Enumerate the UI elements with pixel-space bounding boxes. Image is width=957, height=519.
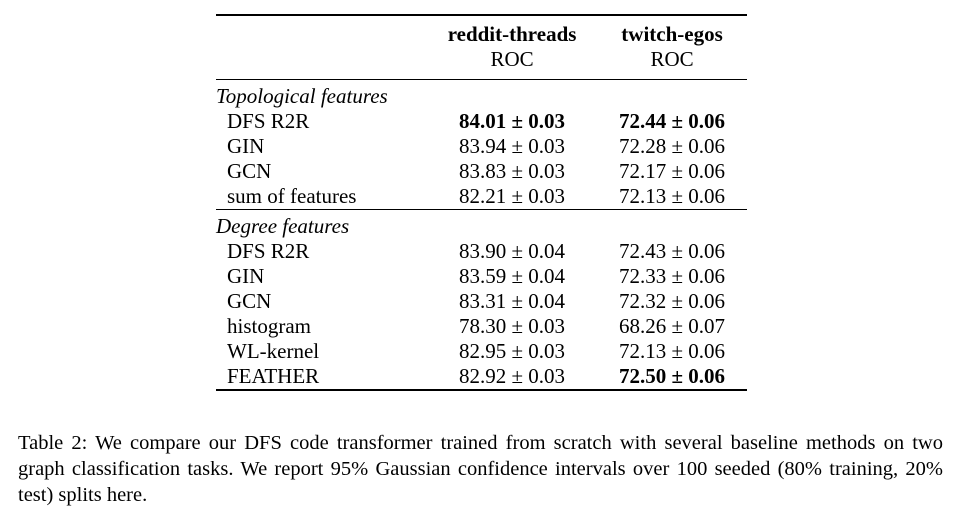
reddit-threads-value: 83.83 ± 0.03 (459, 159, 566, 183)
twitch-egos-value: 72.50 ± 0.06 (619, 364, 726, 388)
results-table-container: reddit-threads ROC twitch-egos ROC Topol… (216, 14, 747, 391)
twitch-egos-value: 68.26 ± 0.07 (619, 314, 726, 338)
twitch-egos-value: 72.28 ± 0.06 (619, 134, 726, 158)
group-title: Degree features (216, 214, 350, 238)
method-name: histogram (227, 314, 311, 338)
table-body: Topological features DFS R2R 84.01 ± 0.03 7… (216, 79, 747, 390)
method-name: sum of features (227, 184, 357, 208)
twitch-egos-value: 72.17 ± 0.06 (619, 159, 726, 183)
reddit-threads-value: 83.90 ± 0.04 (459, 239, 566, 263)
twitch-egos-value: 72.43 ± 0.06 (619, 239, 726, 263)
twitch-egos-value: 72.32 ± 0.06 (619, 289, 726, 313)
method-name: WL-kernel (227, 339, 320, 363)
table-row: GCN 83.31 ± 0.04 72.32 ± 0.06 (216, 289, 747, 314)
reddit-threads-value: 84.01 ± 0.03 (459, 109, 566, 133)
method-name: GIN (227, 264, 265, 288)
twitch-egos-value: 72.13 ± 0.06 (619, 184, 726, 208)
dataset-name: twitch-egos (621, 22, 723, 46)
method-name: DFS R2R (227, 109, 310, 133)
reddit-threads-value: 82.95 ± 0.03 (459, 339, 566, 363)
table-row: GCN 83.83 ± 0.03 72.17 ± 0.06 (216, 159, 747, 184)
table-row: WL-kernel 82.95 ± 0.03 72.13 ± 0.06 (216, 339, 747, 364)
reddit-threads-value: 83.94 ± 0.03 (459, 134, 566, 158)
table-row: FEATHER 82.92 ± 0.03 72.50 ± 0.06 (216, 364, 747, 390)
table-header-row: reddit-threads ROC twitch-egos ROC (216, 15, 747, 80)
twitch-egos-value: 72.13 ± 0.06 (619, 339, 726, 363)
header-empty-cell (216, 15, 427, 80)
group-header-row: Degree features (216, 209, 747, 240)
method-name: GIN (227, 134, 265, 158)
group-title: Topological features (216, 84, 388, 108)
metric-label: ROC (650, 47, 694, 71)
method-name: FEATHER (227, 364, 320, 388)
table-row: DFS R2R 83.90 ± 0.04 72.43 ± 0.06 (216, 239, 747, 264)
method-name: DFS R2R (227, 239, 310, 263)
table-caption: Table 2: We compare our DFS code transfo… (18, 432, 943, 506)
table-row: DFS R2R 84.01 ± 0.03 72.44 ± 0.06 (216, 109, 747, 134)
reddit-threads-value: 83.31 ± 0.04 (459, 289, 566, 313)
reddit-threads-value: 82.92 ± 0.03 (459, 364, 566, 388)
table-row: histogram 78.30 ± 0.03 68.26 ± 0.07 (216, 314, 747, 339)
reddit-threads-value: 82.21 ± 0.03 (459, 184, 566, 208)
twitch-egos-value: 72.33 ± 0.06 (619, 264, 726, 288)
method-name: GCN (227, 289, 272, 313)
table-row: GIN 83.59 ± 0.04 72.33 ± 0.06 (216, 264, 747, 289)
reddit-threads-value: 83.59 ± 0.04 (459, 264, 566, 288)
reddit-threads-value: 78.30 ± 0.03 (459, 314, 566, 338)
group-header-row: Topological features (216, 79, 747, 110)
dataset-name: reddit-threads (447, 22, 577, 46)
table-row: GIN 83.94 ± 0.03 72.28 ± 0.06 (216, 134, 747, 159)
header-reddit-threads: reddit-threads ROC (427, 15, 597, 80)
table-row: sum of features 82.21 ± 0.03 72.13 ± 0.06 (216, 184, 747, 210)
results-table: reddit-threads ROC twitch-egos ROC Topol… (216, 14, 747, 391)
method-name: GCN (227, 159, 272, 183)
metric-label: ROC (490, 47, 534, 71)
twitch-egos-value: 72.44 ± 0.06 (619, 109, 726, 133)
header-twitch-egos: twitch-egos ROC (597, 15, 747, 80)
